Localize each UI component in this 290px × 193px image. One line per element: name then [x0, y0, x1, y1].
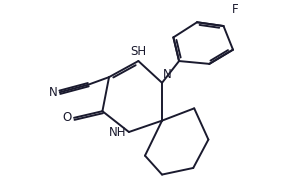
- Text: O: O: [62, 111, 71, 124]
- Text: F: F: [232, 3, 238, 16]
- Text: N: N: [163, 68, 172, 81]
- Text: SH: SH: [130, 45, 146, 58]
- Text: N: N: [49, 86, 58, 99]
- Text: NH: NH: [108, 126, 126, 140]
